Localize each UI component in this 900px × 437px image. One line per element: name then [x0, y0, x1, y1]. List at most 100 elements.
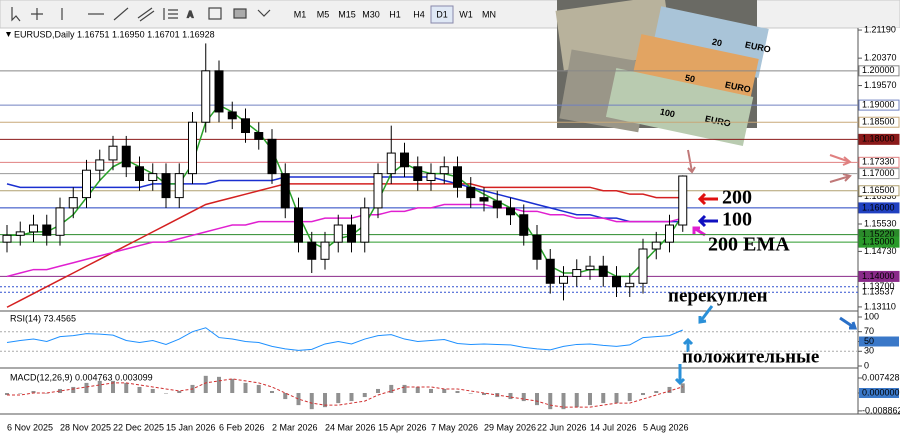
timeframe-button[interactable]: M5 — [317, 9, 330, 19]
macd-bar — [203, 375, 208, 394]
candle-body — [572, 269, 582, 277]
tick-box — [859, 336, 899, 347]
timeframe-button[interactable]: MN — [482, 9, 496, 19]
candle-body — [108, 145, 118, 161]
signal-line — [7, 378, 683, 408]
candle-body — [651, 241, 661, 250]
macd-bar — [18, 393, 23, 394]
macd-bar — [389, 384, 394, 394]
macd-bar — [270, 390, 274, 394]
arrow — [698, 305, 714, 324]
candle-body — [426, 173, 436, 181]
macd-bar — [680, 383, 685, 394]
candle-body — [479, 197, 489, 202]
macd-bar — [415, 386, 420, 394]
candle-body — [386, 152, 396, 175]
arrow — [687, 149, 696, 174]
arrow — [682, 337, 694, 352]
macd-bar — [283, 393, 288, 400]
panel-title: RSI(14) 73.4565 — [10, 313, 76, 323]
candle-body — [506, 207, 515, 216]
x-tick-label: 15 Jan 2026 — [166, 422, 216, 432]
candle-body — [545, 258, 555, 284]
candle-body — [42, 224, 52, 236]
panel-title: MACD(12,26,9) 0.004763 0.003099 — [10, 372, 153, 382]
level-label: 1.16500 — [862, 185, 895, 195]
macd-bar — [349, 393, 354, 402]
candle-body — [227, 111, 237, 120]
candle-body — [612, 275, 621, 288]
x-tick-label: 6 Feb 2026 — [219, 422, 265, 432]
candle-body — [188, 121, 197, 175]
macd-bar — [468, 393, 473, 394]
macd-bar — [641, 393, 645, 396]
macd-bar — [429, 388, 433, 394]
macd-bar — [58, 388, 62, 394]
macd-bar — [362, 393, 367, 398]
level-label: 1.15220 — [862, 229, 895, 239]
macd-bar — [230, 378, 235, 394]
banknote-text: 100 — [659, 106, 676, 119]
level-label: 1.16000 — [862, 202, 895, 212]
timeframe-button[interactable]: M1 — [294, 9, 307, 19]
macd-bar — [442, 388, 447, 394]
candle-body — [347, 224, 356, 243]
arrows-icon — [257, 9, 271, 17]
x-tick-label: 22 Dec 2025 — [113, 422, 164, 432]
macd-bar — [588, 393, 592, 406]
level-box — [858, 65, 900, 77]
timeframe-button[interactable]: D1 — [436, 9, 448, 19]
timeframe-button[interactable]: H4 — [413, 9, 425, 19]
macd-bar — [137, 386, 142, 394]
y-tick-label: 0.000000 — [862, 387, 900, 397]
y-tick-label: 0 — [864, 360, 869, 370]
level-box — [858, 168, 900, 180]
candle-body — [280, 173, 290, 209]
y-tick-label: 100 — [864, 311, 879, 321]
moving-average — [6, 176, 683, 223]
macd-bar — [296, 393, 301, 406]
macd-bar — [217, 376, 221, 394]
y-tick-label: 1.13110 — [864, 301, 896, 311]
y-tick-label: 0.007428 — [862, 372, 900, 382]
title-marker — [6, 32, 11, 37]
candle-body — [29, 224, 38, 233]
macd-bar — [402, 384, 407, 394]
arrow — [697, 192, 718, 206]
macd-bar — [521, 393, 526, 402]
macd-bar — [508, 393, 513, 400]
candle-body — [174, 173, 184, 199]
moving-average — [7, 104, 684, 278]
banknote-text: 20 — [711, 36, 723, 48]
x-tick-label: 6 Nov 2025 — [7, 422, 53, 432]
level-box — [858, 156, 900, 168]
arrow — [839, 316, 858, 330]
chart-title: EURUSD,Daily 1.16751 1.16950 1.16701 1.1… — [14, 29, 215, 39]
level-label: 1.18500 — [862, 117, 895, 127]
candle-body — [559, 275, 568, 284]
macd-bar — [561, 393, 566, 410]
annotation: 100 — [722, 209, 752, 231]
annotation: 200 — [722, 187, 752, 209]
macd-bar — [111, 380, 115, 394]
timeframe-button[interactable]: W1 — [459, 9, 473, 19]
y-tick-label: 50 — [864, 336, 874, 346]
x-tick-label: 24 Mar 2026 — [325, 422, 376, 432]
euro-note-100 — [605, 67, 754, 146]
macd-bar — [574, 393, 579, 408]
candle-body — [320, 241, 330, 260]
x-tick-label: 28 Nov 2025 — [60, 422, 111, 432]
macd-bar — [124, 382, 129, 394]
arrow — [697, 214, 718, 228]
channel-icon — [137, 7, 155, 22]
timeframe-button[interactable]: H1 — [389, 9, 401, 19]
candle-body — [121, 145, 131, 168]
candle-body — [360, 207, 370, 243]
timeframe-button[interactable]: M30 — [362, 9, 380, 19]
y-tick-label: 1.19570 — [864, 80, 897, 90]
selected-timeframe — [430, 5, 454, 24]
timeframe-button[interactable]: M15 — [338, 9, 356, 19]
candle-body — [95, 159, 105, 171]
candle-body — [2, 234, 12, 243]
level-label: 1.13700 — [862, 281, 895, 291]
